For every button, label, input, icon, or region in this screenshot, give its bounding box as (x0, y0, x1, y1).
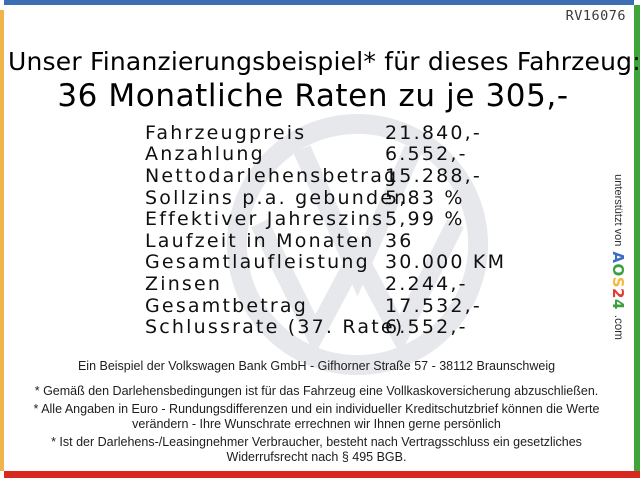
row-value: 21.840,- (385, 121, 482, 144)
table-row: Fahrzeugpreis 21.840,- (145, 122, 506, 144)
row-label: Schlussrate (37. Rate) (145, 316, 405, 339)
row-value: 36 (385, 229, 414, 252)
disclaimer-insurance: * Gemäß den Darlehensbedingungen ist für… (34, 384, 599, 398)
row-label: Sollzins p.a. gebunden (145, 186, 409, 209)
disclaimer-values: * Alle Angaben in Euro - Rundungsdiffere… (33, 402, 600, 431)
sponsor-domain-suffix: .com (612, 314, 624, 340)
table-row: Nettodarlehensbetrag 15.288,- (145, 165, 506, 187)
row-label: Gesamtlaufleistung (145, 251, 370, 274)
table-row: Effektiver Jahreszins 5,99 % (145, 208, 506, 230)
frame-bottom-bar (4, 471, 640, 478)
row-value: 2.244,- (385, 272, 468, 295)
disclaimer-withdrawal: * Ist der Darlehens-/Leasingnehmer Verbr… (51, 435, 582, 464)
bank-address-line: Ein Beispiel der Volkswagen Bank GmbH - … (77, 359, 556, 373)
aos24-letter: O (609, 263, 627, 277)
row-value: 5,83 % (385, 186, 465, 209)
aos24-letter: S (609, 276, 627, 289)
row-value: 6.552,- (385, 316, 468, 339)
aos24-logo: AOS24 (609, 251, 627, 310)
header: Unser Finanzierungsbeispiel* für dieses … (8, 47, 640, 115)
row-label: Anzahlung (145, 143, 265, 166)
aos24-letter: A (609, 251, 627, 264)
row-label: Laufzeit in Monaten (145, 229, 375, 252)
row-value: 5,99 % (385, 208, 465, 231)
row-label: Effektiver Jahreszins (145, 208, 385, 231)
table-row: Gesamtlaufleistung 30.000 KM (145, 251, 507, 274)
row-value: 15.288,- (385, 164, 482, 187)
row-label: Fahrzeugpreis (145, 121, 307, 144)
row-value: 17.532,- (385, 294, 482, 317)
row-value: 6.552,- (385, 143, 468, 166)
rate-headline: 36 Monatliche Raten zu je 305,- (57, 78, 569, 114)
row-label: Nettodarlehensbetrag (145, 164, 399, 187)
table-row: Sollzins p.a. gebunden 5,83 % (145, 187, 506, 209)
reference-code: RV16076 (565, 8, 626, 24)
frame-top-bar (4, 0, 634, 5)
row-value: 30.000 KM (385, 251, 507, 274)
table-row: Laufzeit in Monaten 36 (145, 230, 506, 252)
sponsor-sidebar: unterstützt von AOS24 .com (609, 152, 627, 362)
footer: Ein Beispiel der Volkswagen Bank GmbH - … (25, 358, 608, 468)
frame-right-bar (634, 5, 640, 471)
vw-logo-watermark-icon (226, 113, 489, 376)
table-row: Zinsen 2.244,- (145, 273, 506, 295)
frame-left-bar (0, 10, 4, 471)
aos24-letter: 2 (609, 288, 627, 299)
table-row: Anzahlung 6.552,- (145, 143, 506, 166)
row-label: Gesamtbetrag (145, 294, 309, 317)
page-title: Unser Finanzierungsbeispiel* für dieses … (8, 47, 640, 76)
financing-table: Fahrzeugpreis 21.840,- Anzahlung 6.552,-… (145, 122, 506, 338)
table-row: Schlussrate (37. Rate) 6.552,- (145, 316, 506, 338)
aos24-letter: 4 (609, 298, 627, 310)
row-label: Zinsen (145, 272, 223, 295)
table-row: Gesamtbetrag 17.532,- (145, 295, 506, 317)
sponsor-prefix-text: unterstützt von (612, 174, 624, 247)
